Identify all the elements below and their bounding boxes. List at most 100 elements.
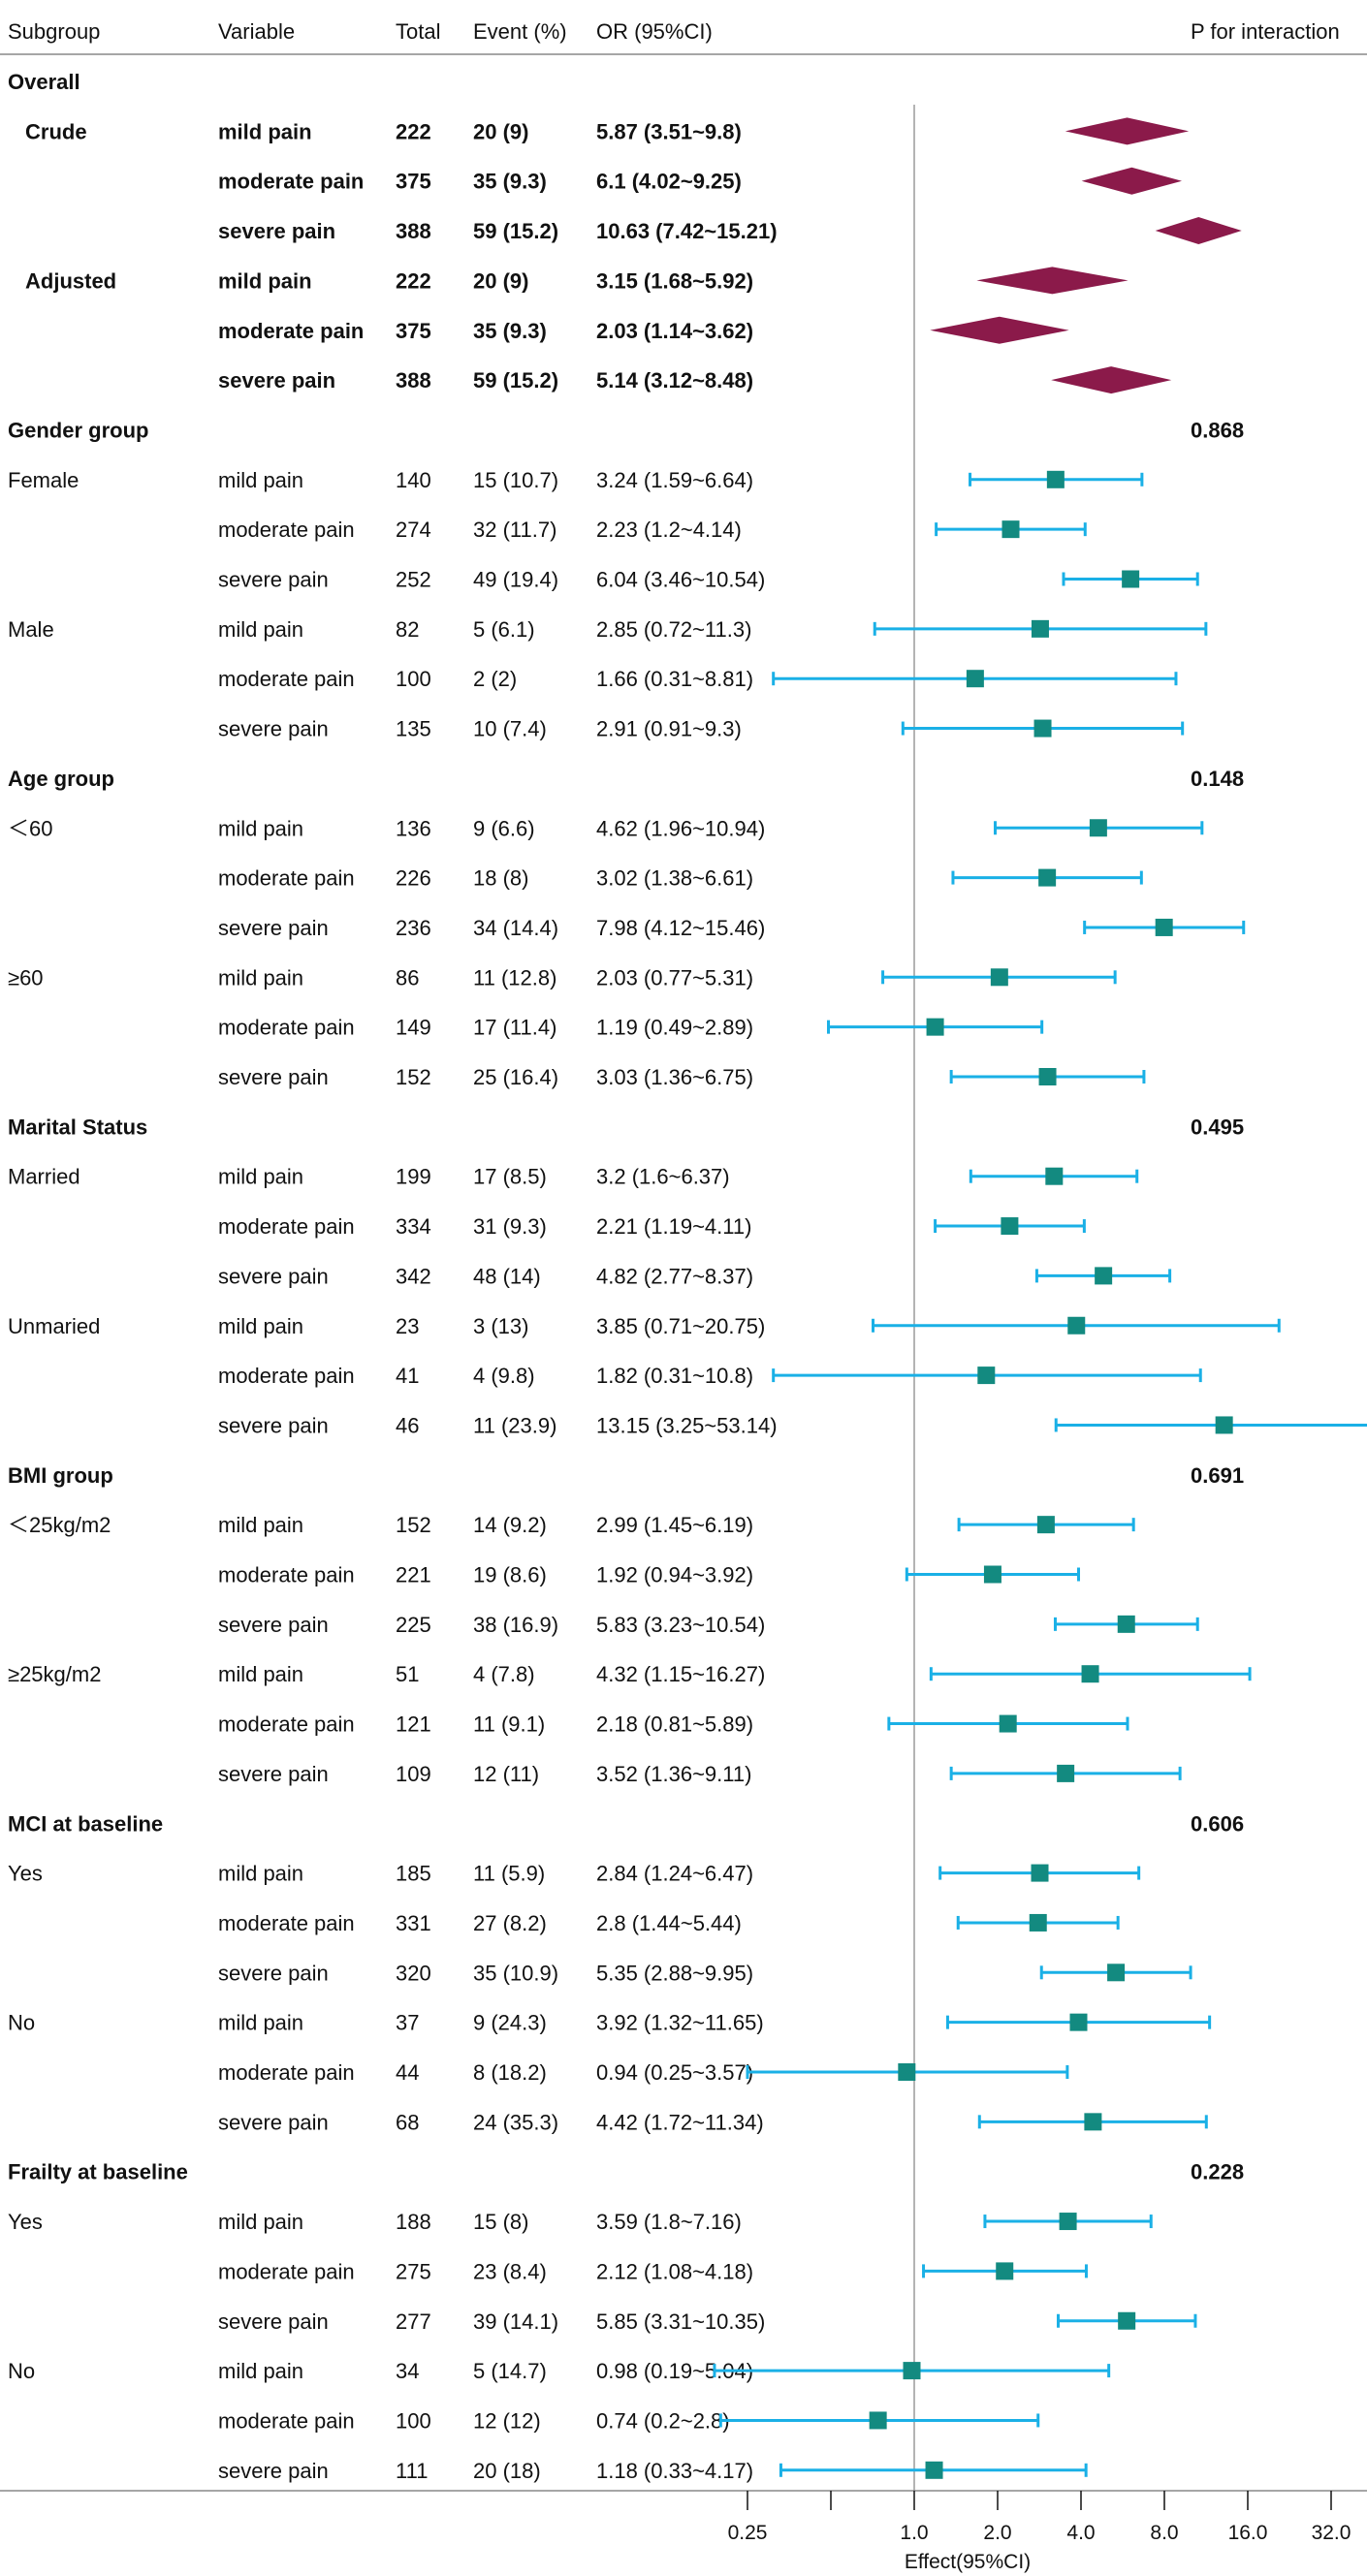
variable-label: severe pain <box>218 717 329 741</box>
variable-label: severe pain <box>218 1264 329 1288</box>
group-label: Crude <box>25 119 87 143</box>
estimate-square <box>1117 1615 1135 1633</box>
total-value: 51 <box>396 1662 419 1686</box>
forest-row: Female mild pain 140 15 (10.7) 3.24 (1.59~6.… <box>8 468 1144 492</box>
estimate-square <box>1084 2113 1102 2131</box>
total-value: 222 <box>396 119 431 143</box>
event-value: 4 (7.8) <box>473 1662 535 1686</box>
total-value: 100 <box>396 667 431 691</box>
forest-row: moderate pain 221 19 (8.6) 1.92 (0.94~3.92) <box>218 1563 1080 1587</box>
estimate-square <box>1038 868 1057 887</box>
event-value: 59 (15.2) <box>473 219 558 243</box>
total-value: 388 <box>396 219 431 243</box>
variable-label: mild pain <box>218 468 303 492</box>
estimate-square <box>1095 1267 1113 1285</box>
event-value: 24 (35.3) <box>473 2110 558 2134</box>
x-axis-label: Effect(95%CI) <box>905 2551 1031 2573</box>
header-event: Event (%) <box>473 19 567 44</box>
event-value: 20 (9) <box>473 119 528 143</box>
subgroup-title: MCI at baseline <box>8 1811 163 1836</box>
forest-row: moderate pain 331 27 (8.2) 2.8 (1.44~5.44) <box>218 1911 1120 1935</box>
x-tick-label: 1.0 <box>900 2522 928 2544</box>
or-ci-value: 5.83 (3.23~10.54) <box>596 1613 765 1637</box>
event-value: 18 (8) <box>473 866 528 891</box>
forest-row: Crude mild pain 222 20 (9) 5.87 (3.51~9.8) <box>25 117 1190 145</box>
or-ci-value: 3.52 (1.36~9.11) <box>596 1762 751 1786</box>
total-value: 100 <box>396 2408 431 2433</box>
header-variable: Variable <box>218 19 295 44</box>
forest-row: ＜25kg/m2 mild pain 152 14 (9.2) 2.99 (1.45~6… <box>8 1513 1135 1537</box>
event-value: 14 (9.2) <box>473 1513 547 1537</box>
group-label: ≥60 <box>8 965 44 990</box>
estimate-square <box>1107 1963 1126 1982</box>
event-value: 11 (9.1) <box>473 1712 545 1737</box>
estimate-square <box>966 670 984 688</box>
variable-label: moderate pain <box>218 319 364 343</box>
event-value: 12 (11) <box>473 1762 539 1786</box>
variable-label: mild pain <box>218 268 312 293</box>
total-value: 225 <box>396 1613 431 1637</box>
or-ci-value: 3.02 (1.38~6.61) <box>596 866 753 891</box>
forest-row: ＜60 mild pain 136 9 (6.6) 4.62 (1.96~10.94) <box>8 816 1204 840</box>
forest-row: No mild pain 37 9 (24.3) 3.92 (1.32~11.65) <box>8 2011 1212 2035</box>
event-value: 38 (16.9) <box>473 1613 558 1637</box>
forest-row: Adjusted mild pain 222 20 (9) 3.15 (1.68~5.9… <box>25 267 1129 295</box>
or-ci-value: 2.91 (0.91~9.3) <box>596 717 742 741</box>
forest-row: moderate pain 275 23 (8.4) 2.12 (1.08~4.18) <box>218 2259 1088 2283</box>
estimate-diamond <box>1065 117 1190 145</box>
or-ci-value: 2.12 (1.08~4.18) <box>596 2259 753 2283</box>
variable-label: moderate pain <box>218 1214 355 1239</box>
estimate-square <box>1046 470 1065 488</box>
event-value: 35 (9.3) <box>473 170 547 194</box>
total-value: 136 <box>396 816 431 840</box>
variable-label: severe pain <box>218 1613 329 1637</box>
variable-label: moderate pain <box>218 2408 355 2433</box>
total-value: 37 <box>396 2011 419 2035</box>
or-ci-value: 2.99 (1.45~6.19) <box>596 1513 753 1537</box>
forest-row: severe pain 109 12 (11) 3.52 (1.36~9.11) <box>218 1762 1182 1786</box>
total-value: 152 <box>396 1513 431 1537</box>
or-ci-value: 2.8 (1.44~5.44) <box>596 1911 742 1935</box>
or-ci-value: 5.14 (3.12~8.48) <box>596 368 753 393</box>
subgroup-header-row: Age group 0.148 <box>8 767 1244 791</box>
variable-label: moderate pain <box>218 1911 355 1935</box>
variable-label: moderate pain <box>218 170 364 194</box>
total-value: 221 <box>396 1563 431 1587</box>
forest-row: Married mild pain 199 17 (8.5) 3.2 (1.6~6.37… <box>8 1165 1139 1189</box>
x-tick-label: 0.25 <box>728 2522 768 2544</box>
event-value: 49 (19.4) <box>473 568 558 592</box>
estimate-square <box>1118 2311 1136 2330</box>
forest-row: moderate pain 226 18 (8) 3.02 (1.38~6.61) <box>218 866 1143 891</box>
estimate-square <box>926 1018 944 1036</box>
variable-label: severe pain <box>218 2309 329 2334</box>
variable-label: mild pain <box>218 2011 303 2035</box>
total-value: 375 <box>396 170 431 194</box>
total-value: 121 <box>396 1712 431 1737</box>
total-value: 135 <box>396 717 431 741</box>
variable-label: mild pain <box>218 816 303 840</box>
forest-row: No mild pain 34 5 (14.7) 0.98 (0.19~5.04) <box>8 2359 1111 2383</box>
forest-row: moderate pain 100 2 (2) 1.66 (0.31~8.81) <box>218 667 1178 691</box>
total-value: 222 <box>396 268 431 293</box>
forest-row: severe pain 236 34 (14.4) 7.98 (4.12~15.46) <box>218 916 1246 940</box>
event-value: 3 (13) <box>473 1314 528 1338</box>
estimate-square <box>1122 570 1140 588</box>
total-value: 252 <box>396 568 431 592</box>
estimate-square <box>977 1367 996 1385</box>
forest-row: moderate pain 44 8 (18.2) 0.94 (0.25~3.57) <box>218 2060 1069 2085</box>
or-ci-value: 3.59 (1.8~7.16) <box>596 2210 742 2234</box>
total-value: 46 <box>396 1413 419 1437</box>
forest-row: severe pain 388 59 (15.2) 10.63 (7.42~15.21… <box>218 217 1242 245</box>
group-label: ＜25kg/m2 <box>8 1513 111 1537</box>
forest-row: Male mild pain 82 5 (6.1) 2.85 (0.72~11.3) <box>8 617 1208 642</box>
or-ci-value: 5.35 (2.88~9.95) <box>596 1961 753 1985</box>
p-interaction-value: 0.691 <box>1191 1463 1244 1488</box>
estimate-square <box>898 2063 916 2081</box>
estimate-square <box>983 1565 1001 1584</box>
or-ci-value: 2.23 (1.2~4.14) <box>596 518 742 542</box>
subgroup-title: Frailty at baseline <box>8 2160 188 2184</box>
or-ci-value: 4.82 (2.77~8.37) <box>596 1264 753 1288</box>
p-interaction-value: 0.495 <box>1191 1115 1244 1139</box>
subgroup-header-row: BMI group 0.691 <box>8 1463 1244 1488</box>
